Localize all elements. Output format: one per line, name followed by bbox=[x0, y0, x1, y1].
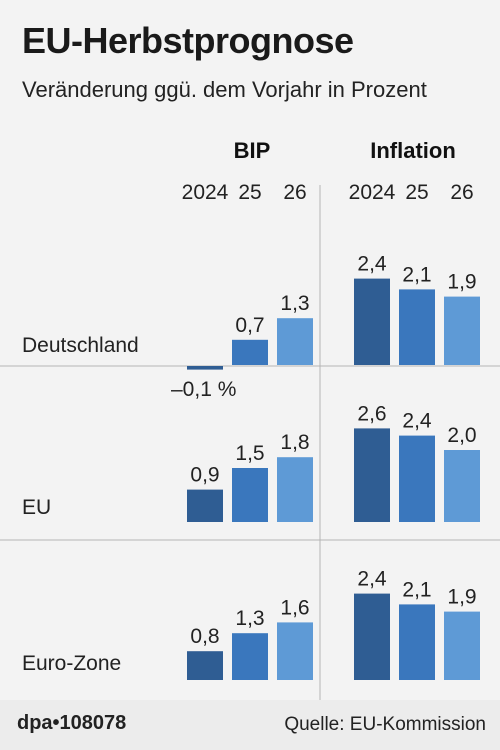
bar bbox=[444, 296, 480, 365]
source-label: Quelle: EU-Kommission bbox=[284, 714, 486, 735]
year-tick-label: 2024 bbox=[182, 181, 229, 204]
bar bbox=[444, 611, 480, 680]
bar bbox=[187, 651, 223, 680]
bar bbox=[277, 318, 313, 365]
bar bbox=[277, 457, 313, 522]
bar bbox=[277, 622, 313, 680]
data-label: 2,4 bbox=[357, 568, 387, 591]
bar bbox=[187, 366, 223, 370]
data-label: 1,6 bbox=[280, 596, 309, 619]
data-label: 0,9 bbox=[190, 464, 219, 487]
credit-label: dpa•108078 bbox=[17, 712, 127, 734]
year-tick-label: 26 bbox=[283, 181, 306, 204]
chart-subtitle: Veränderung ggü. dem Vorjahr in Prozent bbox=[22, 77, 427, 102]
bar bbox=[399, 435, 435, 522]
footer-bar bbox=[0, 700, 500, 750]
bar bbox=[354, 278, 390, 365]
data-label: 2,0 bbox=[447, 424, 476, 447]
bar bbox=[399, 604, 435, 680]
region-label: Deutschland bbox=[22, 334, 139, 357]
data-label: –0,1 % bbox=[171, 378, 236, 401]
bar bbox=[444, 450, 480, 522]
year-tick-label: 26 bbox=[450, 181, 473, 204]
data-label: 2,1 bbox=[402, 263, 431, 286]
bar bbox=[399, 289, 435, 365]
data-label: 2,4 bbox=[357, 253, 387, 276]
bar bbox=[354, 593, 390, 680]
bar bbox=[232, 633, 268, 680]
data-label: 2,4 bbox=[402, 410, 432, 433]
panel-header-inflation: Inflation bbox=[370, 138, 456, 163]
year-tick-label: 2024 bbox=[349, 181, 396, 204]
year-tick-label: 25 bbox=[238, 181, 261, 204]
bar bbox=[232, 339, 268, 365]
data-label: 1,5 bbox=[235, 442, 264, 465]
data-label: 1,3 bbox=[235, 607, 264, 630]
bar bbox=[187, 489, 223, 522]
chart-title: EU-Herbstprognose bbox=[22, 20, 354, 61]
data-label: 2,6 bbox=[357, 402, 386, 425]
data-label: 1,3 bbox=[280, 292, 309, 315]
data-label: 0,8 bbox=[190, 625, 219, 648]
bar bbox=[232, 468, 268, 522]
bar bbox=[354, 428, 390, 522]
region-label: Euro-Zone bbox=[22, 652, 121, 675]
year-tick-label: 25 bbox=[405, 181, 428, 204]
data-label: 1,8 bbox=[280, 431, 309, 454]
data-label: 2,1 bbox=[402, 578, 431, 601]
data-label: 1,9 bbox=[447, 586, 476, 609]
region-label: EU bbox=[22, 496, 51, 519]
panel-header-bip: BIP bbox=[234, 138, 271, 163]
data-label: 0,7 bbox=[235, 314, 264, 337]
data-label: 1,9 bbox=[447, 271, 476, 294]
